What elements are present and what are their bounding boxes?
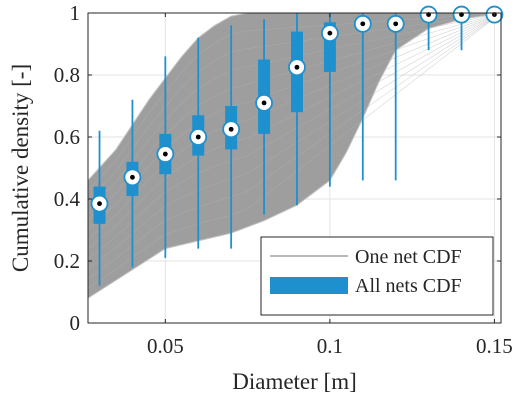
legend-box [260,236,494,316]
one-net-curve-8 [88,13,501,260]
one-net-curve-11 [88,13,501,289]
median-dot-0 [97,201,102,207]
one-net-curve-1 [88,13,501,191]
y-tick-label-5: 1 [70,1,81,25]
median-dot-5 [261,100,267,106]
median-dot-4 [228,126,234,132]
median-dot-3 [195,134,201,140]
y-tick-label-2: 0.4 [54,187,81,211]
median-dot-9 [393,21,399,27]
legend-swatch-all-nets [270,277,348,294]
y-tick-label-4: 0.8 [54,63,80,87]
plot-frame [87,12,502,324]
legend-label-one-net: One net CDF [355,246,462,268]
band-area [88,13,501,299]
x-tick-label-1: 0.1 [317,334,343,358]
one-net-curve-2 [88,13,501,201]
median-dot-8 [360,21,366,27]
axis-ticks: 0 0.2 0.4 0.6 0.8 1 0.05 0.1 0.15 [54,1,513,358]
median-dot-7 [327,30,333,36]
y-tick-label-3: 0.6 [54,125,80,149]
legend: One net CDF All nets CDF [260,236,494,316]
one-net-curve-9 [88,13,501,270]
median-dot-6 [294,64,300,70]
median-dot-2 [162,151,168,157]
one-net-cdf-band [88,13,501,299]
y-tick-label-1: 0.2 [54,249,80,273]
median-dot-1 [130,174,135,180]
x-axis-label: Diameter [m] [232,369,357,394]
legend-label-all-nets: All nets CDF [355,275,462,297]
all-nets-cdf-boxes [90,5,504,286]
one-net-curve-10 [88,13,501,279]
x-tick-label-0: 0.05 [147,334,184,358]
y-tick-label-0: 0 [70,311,81,335]
x-tick-label-2: 0.15 [476,334,513,358]
y-axis-label: Cumulative density [-] [8,64,33,272]
